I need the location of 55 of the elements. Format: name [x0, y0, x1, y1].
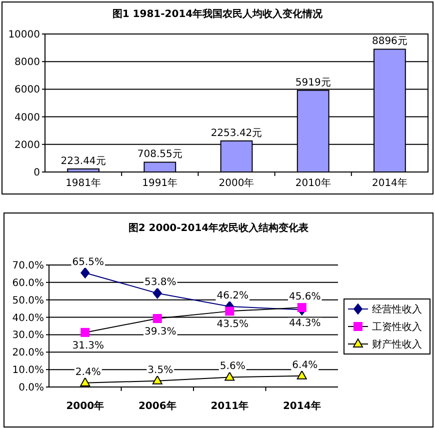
point: [80, 328, 90, 337]
y-tick-label: 20.0%: [12, 348, 44, 359]
legend-label: 工资性收入: [372, 321, 422, 333]
point: [297, 303, 306, 312]
data-label: 5.6%: [220, 361, 246, 372]
y-tick-label: 2000: [14, 140, 40, 151]
y-tick-label: 10000: [8, 30, 40, 40]
data-label: 8896元: [372, 36, 408, 48]
y-tick-label: 50.0%: [12, 295, 44, 306]
data-label: 39.3%: [144, 326, 176, 338]
y-tick-label: 6000: [14, 84, 40, 96]
x-tick-label: 2000年: [218, 177, 254, 189]
x-tick-label: 2010年: [295, 177, 331, 189]
y-tick-label: 0: [34, 168, 40, 178]
y-tick-label: 4000: [14, 112, 40, 124]
x-tick-label: 2014年: [372, 177, 408, 189]
y-tick-label: 40.0%: [12, 312, 44, 324]
data-label: 2253.42元: [210, 128, 262, 139]
data-label: 46.2%: [216, 290, 249, 302]
x-tick-label: 2011年: [210, 400, 249, 412]
y-tick-label: 70.0%: [12, 260, 44, 272]
point: [152, 288, 162, 299]
point: [225, 306, 234, 316]
title: 图1 1981-2014年我国农民人均收入变化情况: [112, 9, 323, 20]
data-label: 5919元: [295, 77, 331, 88]
data-label: 2.4%: [75, 366, 101, 378]
y-tick-label: 0.0%: [18, 382, 44, 394]
x-tick-label: 1981年: [66, 177, 102, 189]
data-label: 708.55元: [137, 149, 182, 160]
title: 图2 2000-2014年农民收入结构变化表: [128, 223, 309, 234]
x-tick-label: 2006年: [138, 400, 176, 412]
data-label: 53.8%: [144, 277, 176, 288]
legend-label: 财产性收入: [372, 338, 422, 350]
data-label: 31.3%: [72, 340, 104, 352]
x-tick-label: 1991年: [142, 177, 178, 189]
x-tick-label: 2000年: [66, 400, 104, 412]
data-label: 44.3%: [288, 318, 321, 329]
x-tick-label: 2014年: [282, 400, 321, 412]
legend-label: 经营性收入: [372, 304, 422, 316]
y-tick-label: 10.0%: [12, 365, 44, 376]
point: [152, 375, 162, 384]
data-label: 3.5%: [148, 364, 174, 376]
point: [152, 314, 162, 324]
point: [80, 267, 90, 278]
data-label: 45.6%: [288, 292, 321, 303]
data-label: 6.4%: [292, 360, 318, 371]
y-tick-label: 8000: [14, 57, 40, 68]
data-label: 223.44元: [60, 156, 106, 167]
data-label: 43.5%: [216, 319, 249, 330]
point: [80, 377, 90, 386]
data-label: 65.5%: [72, 256, 104, 268]
y-tick-label: 30.0%: [12, 330, 44, 342]
point: [224, 372, 235, 381]
point: [296, 370, 307, 380]
y-tick-label: 60.0%: [12, 278, 44, 289]
